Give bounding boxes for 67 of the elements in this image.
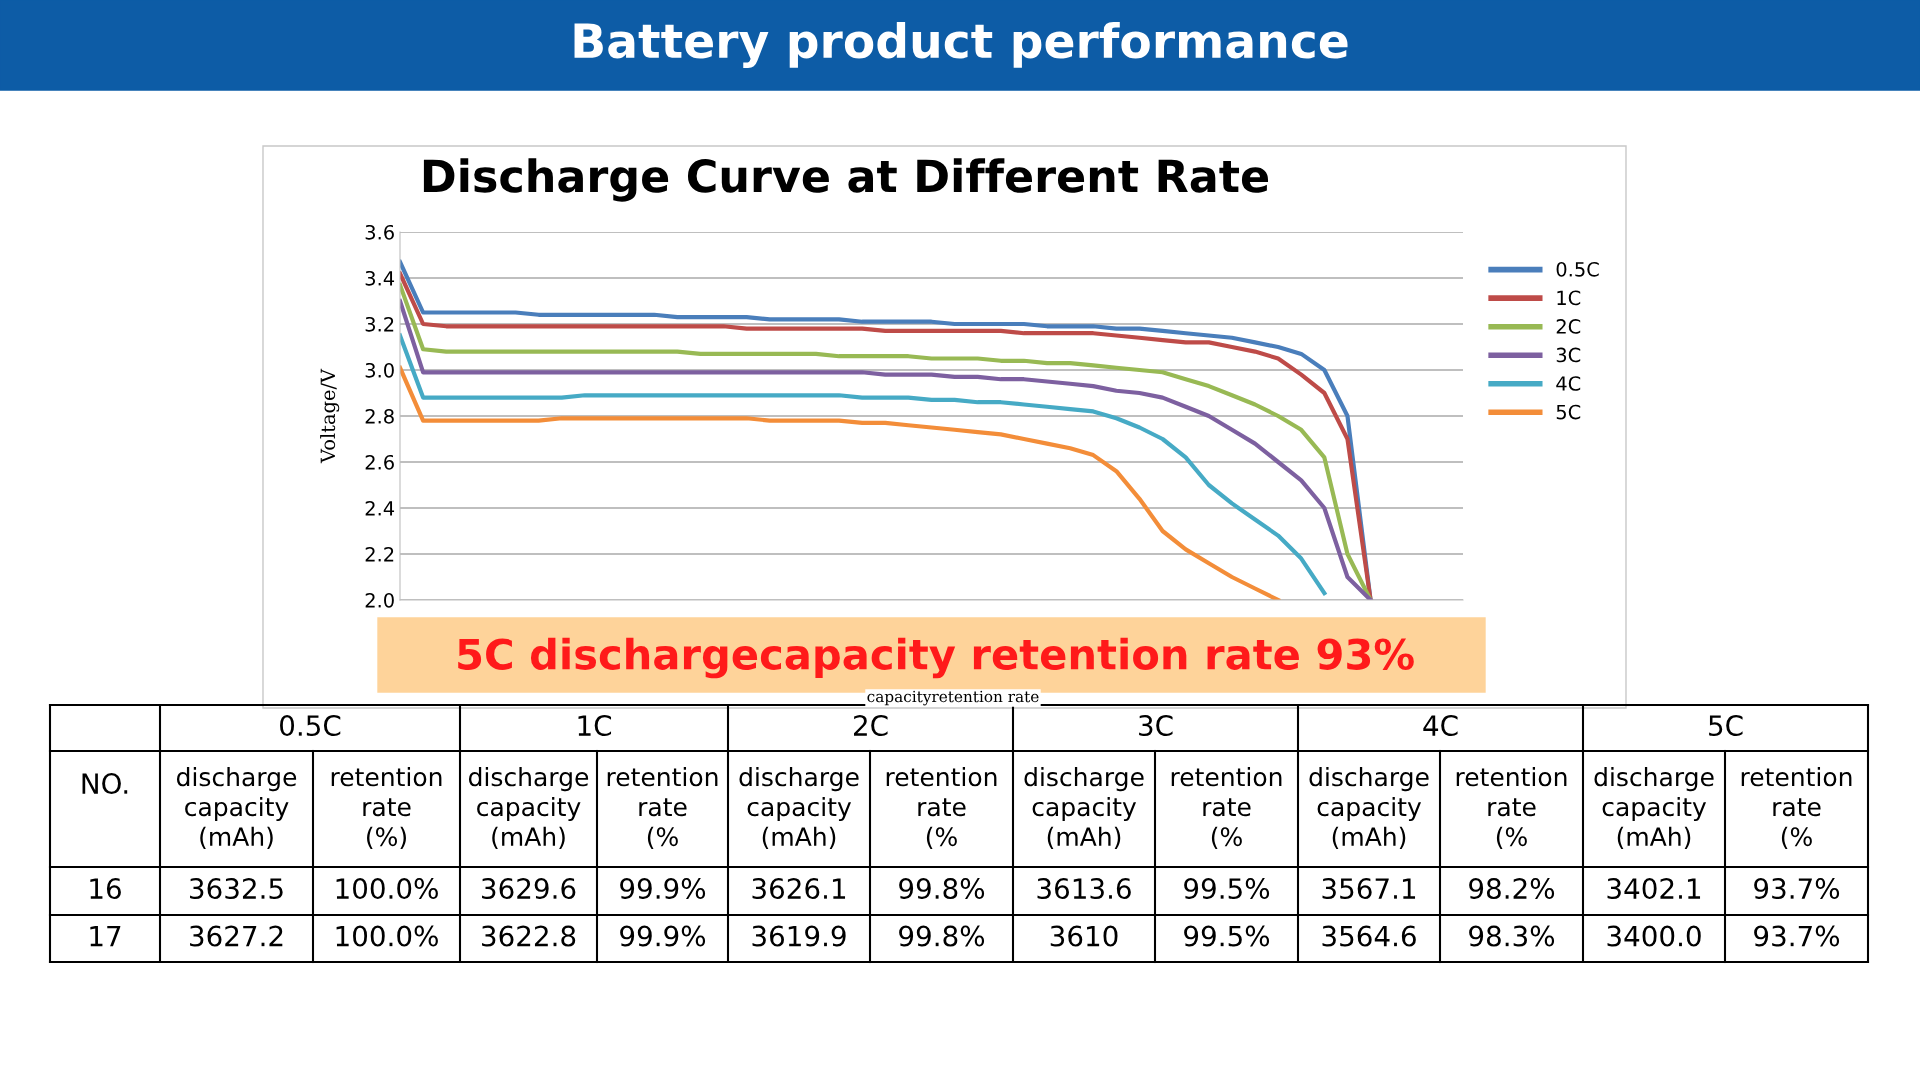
y-tick-label: 2.0 [365,592,394,608]
text: 0.5C [280,715,341,737]
text: 16 [90,878,121,900]
text: discharge capacity (mAh) [468,767,589,850]
legend-label: 5C [1556,404,1581,420]
text: 3400.0 [1607,925,1701,947]
y-tick-label: 3.6 [365,224,394,240]
text: 100.0% [336,925,438,947]
text: 93.7% [1754,878,1840,900]
text: discharge capacity (mAh) [1024,767,1144,850]
text: NO. [82,773,128,795]
text: 3619.9 [752,925,846,947]
text: 3402.1 [1607,878,1701,900]
text: 3627.2 [190,925,283,947]
text: discharge capacity (mAh) [1309,767,1429,850]
chart-subtitle: Battery product performance [574,21,1348,69]
text: 3610 [1050,925,1118,947]
text: 100.0% [336,878,438,900]
y-tick-label: 3.2 [365,316,394,332]
y-tick-label: 2.4 [365,500,395,516]
text: 99.8% [899,878,985,900]
text: 99.5% [1184,878,1270,900]
text: 1C [578,715,612,737]
y-tick-label: 3.4 [365,270,395,286]
text: capacityretention rate [867,690,1039,706]
text: discharge capacity (mAh) [176,767,297,850]
text: 99.9% [620,878,706,900]
text: 17 [90,925,121,947]
text: 5C [1709,715,1743,737]
legend-label: 3C [1556,347,1581,363]
text: 5C dischargecapacity retention rate 93% [458,637,1414,679]
y-tick-label: 2.6 [365,454,394,470]
text: 99.9% [620,925,706,947]
text: retention rate (% [1741,767,1852,850]
legend-label: 2C [1556,319,1581,334]
text: 98.2% [1469,878,1555,900]
text: 3613.6 [1037,878,1131,900]
text: discharge capacity (mAh) [739,767,859,850]
text: 3626.1 [752,878,846,900]
legend-label: 0.5C [1556,261,1599,277]
text: discharge capacity (mAh) [1594,767,1714,850]
y-tick-label: 2.2 [365,546,394,562]
text: 93.7% [1754,925,1840,947]
text: retention rate (% [607,767,718,850]
y-tick-label: 2.8 [365,408,394,424]
text: 99.8% [899,925,985,947]
legend-label: 4C [1556,376,1581,391]
text: retention rate (%) [331,767,442,850]
line-series [400,365,1281,600]
text: 98.3% [1469,925,1555,947]
y-tick-label: 3.0 [365,362,394,378]
text: 3622.8 [482,925,576,947]
text: 4C [1423,715,1458,737]
text: 3629.6 [482,878,576,900]
text: 3567.1 [1322,878,1416,900]
text: 99.5% [1184,925,1270,947]
chart-title: Discharge Curve at Different Rate [423,158,1269,202]
text: 3632.5 [190,878,283,900]
text: 3C [1139,715,1173,737]
legend-label: 1C [1557,290,1581,306]
text: 3564.6 [1322,925,1416,947]
y-axis-title: Voltage/V [320,368,340,464]
text: retention rate (% [886,767,997,850]
line-series [400,333,1327,596]
text: retention rate (% [1171,767,1282,850]
text: 2C [854,715,888,737]
text: retention rate (% [1456,767,1567,850]
